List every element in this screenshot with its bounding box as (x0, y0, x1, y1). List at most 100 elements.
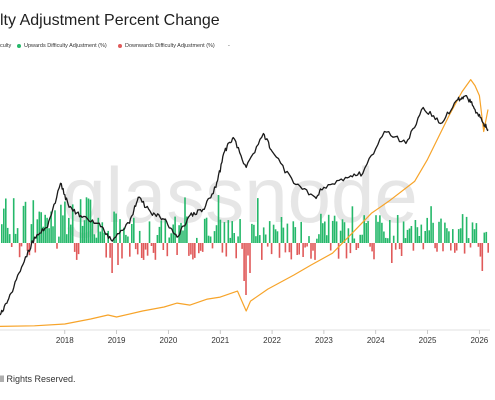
up-adjustment-bar (48, 228, 50, 243)
up-adjustment-bar (58, 236, 60, 243)
down-adjustment-bar (26, 243, 29, 251)
up-adjustment-bar (320, 213, 322, 243)
down-adjustment-bar (166, 243, 169, 257)
down-adjustment-bar (150, 243, 153, 246)
up-adjustment-bar (426, 217, 428, 243)
legend-label: Upwards Difficulty Adjustment (%) (24, 43, 107, 49)
down-adjustment-bar (371, 243, 373, 252)
down-adjustment-bar (121, 243, 123, 259)
up-adjustment-bar (292, 221, 295, 243)
down-adjustment-bar (357, 243, 360, 249)
up-adjustment-bar (93, 234, 96, 243)
down-adjustment-bar (312, 243, 314, 251)
down-adjustment-bar (329, 243, 332, 251)
down-adjustment-bar (152, 243, 155, 253)
up-adjustment-bar (24, 201, 27, 243)
down-adjustment-bar (266, 243, 269, 247)
up-adjustment-bar (363, 215, 365, 243)
down-adjustment-bar (270, 243, 273, 255)
up-adjustment-bar (402, 221, 405, 243)
up-adjustment-bar (32, 200, 35, 243)
down-adjustment-bar (211, 243, 214, 249)
up-adjustment-bar (404, 238, 407, 243)
up-adjustment-bar (54, 210, 56, 243)
down-adjustment-bar (134, 243, 137, 250)
down-adjustment-bar (422, 243, 425, 250)
down-adjustment-bar (288, 243, 291, 253)
down-adjustment-bar (105, 243, 107, 258)
down-adjustment-bar (477, 243, 480, 247)
up-adjustment-bar (42, 226, 44, 243)
up-adjustment-bar (113, 211, 115, 243)
legend-item[interactable]: culty (0, 43, 11, 49)
up-adjustment-bar (420, 224, 423, 243)
up-adjustment-bar (457, 229, 460, 243)
down-adjustment-bar (194, 243, 196, 258)
down-adjustment-bar (140, 243, 143, 258)
up-adjustment-bar (172, 224, 174, 243)
up-adjustment-bar (353, 238, 356, 243)
x-tick-label: 2020 (160, 336, 178, 345)
down-adjustment-bar (434, 243, 436, 249)
up-adjustment-bar (448, 231, 450, 243)
up-adjustment-bar (280, 217, 283, 243)
up-adjustment-bar (343, 222, 346, 243)
up-adjustment-bar (196, 237, 198, 243)
up-adjustment-bar (6, 227, 9, 243)
up-adjustment-bar (351, 206, 354, 243)
down-adjustment-bar (162, 243, 165, 250)
legend-label: Downwards Difficulty Adjustment (%) (125, 43, 215, 49)
up-adjustment-bar (16, 228, 19, 243)
up-adjustment-bar (30, 224, 33, 243)
up-adjustment-bar (359, 234, 361, 243)
down-adjustment-bar (455, 243, 458, 251)
up-adjustment-bar (123, 227, 125, 243)
down-adjustment-bar (298, 243, 300, 255)
down-adjustment-bar (20, 243, 23, 247)
down-adjustment-bar (117, 243, 119, 265)
up-adjustment-bar (268, 221, 271, 243)
down-adjustment-bar (261, 243, 263, 260)
up-adjustment-bar (324, 221, 326, 243)
up-adjustment-bar (203, 218, 206, 243)
down-adjustment-bar (454, 243, 456, 253)
up-adjustment-bar (205, 217, 208, 243)
up-adjustment-bar (327, 214, 330, 243)
up-adjustment-bar (138, 230, 141, 243)
legend-item[interactable]: Upwards Difficulty Adjustment (%) (17, 43, 107, 49)
up-adjustment-bar (103, 232, 105, 243)
up-adjustment-bar (101, 222, 104, 243)
down-adjustment-bar (192, 243, 194, 260)
up-adjustment-bar (333, 215, 336, 243)
down-adjustment-bar (190, 243, 192, 255)
copyright-footer: ll Rights Reserved. (0, 374, 76, 384)
up-adjustment-bar (377, 221, 379, 243)
up-adjustment-bar (318, 234, 320, 243)
up-adjustment-bar (68, 217, 70, 243)
up-adjustment-bar (64, 201, 66, 243)
down-adjustment-bar (199, 243, 202, 251)
up-adjustment-bar (8, 234, 11, 243)
up-adjustment-bar (300, 221, 302, 243)
up-adjustment-bar (264, 234, 267, 243)
legend-item[interactable]: - (228, 43, 230, 49)
up-adjustment-bar (375, 215, 377, 243)
up-adjustment-bar (414, 220, 417, 243)
down-adjustment-bar (337, 243, 340, 259)
down-adjustment-bar (306, 243, 308, 247)
down-adjustment-bar (154, 243, 157, 260)
legend-item[interactable]: Downwards Difficulty Adjustment (%) (118, 43, 215, 49)
down-adjustment-bar (176, 243, 178, 255)
up-adjustment-bar (387, 238, 389, 243)
up-adjustment-bar (331, 220, 334, 243)
up-adjustment-bar (274, 229, 277, 243)
up-adjustment-bar (95, 237, 98, 243)
up-adjustment-bar (485, 231, 488, 243)
up-adjustment-bar (379, 215, 381, 243)
up-adjustment-bar (251, 223, 253, 243)
down-adjustment-bar (221, 243, 224, 253)
up-adjustment-bar (174, 216, 176, 243)
up-adjustment-bar (50, 211, 52, 243)
down-adjustment-bar (235, 243, 237, 259)
up-adjustment-bar (81, 225, 84, 243)
